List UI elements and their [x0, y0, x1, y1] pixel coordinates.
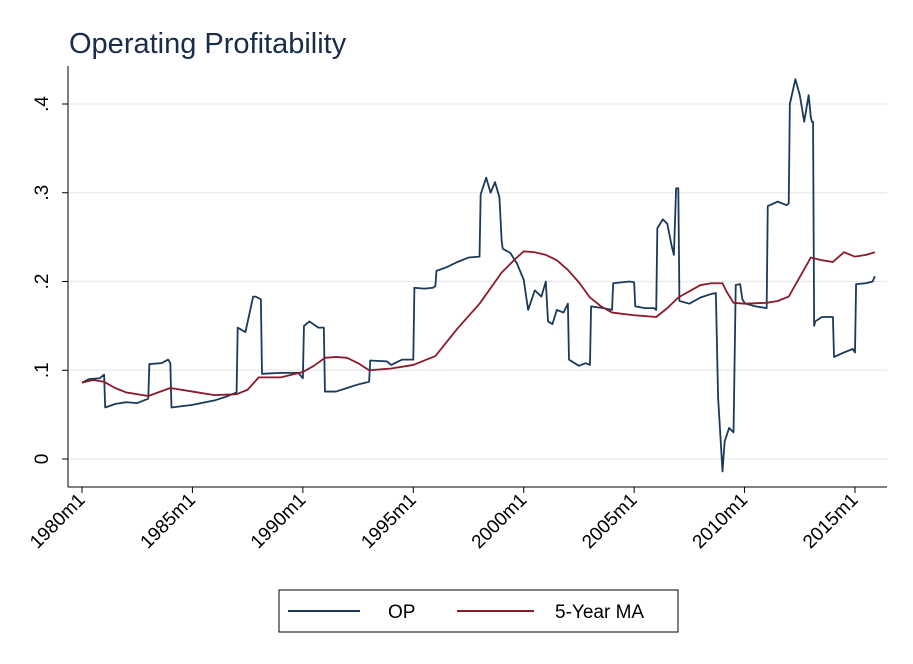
x-tick-label: 2015m1 — [799, 490, 862, 553]
chart-title: Operating Profitability — [69, 28, 347, 60]
x-tick-label: 1985m1 — [137, 490, 200, 553]
x-tick-label: 2005m1 — [578, 490, 641, 553]
y-tick-label: .2 — [32, 274, 53, 290]
y-tick-label: 0 — [32, 454, 53, 465]
legend: OP 5-Year MA — [278, 589, 679, 633]
x-tick-label: 1980m1 — [26, 490, 89, 553]
y-tick-label: .1 — [32, 362, 53, 378]
gridlines — [69, 103, 887, 460]
series-line-op — [81, 78, 876, 473]
x-tick-label: 1990m1 — [247, 490, 310, 553]
axes: 0 .1 .2 .3 .4 1980m1 1985m1 1990m1 1995m1 2000m1 2… — [26, 66, 887, 553]
series-layer — [81, 78, 876, 473]
x-tick-label: 2000m1 — [468, 490, 531, 553]
legend-label-ma: 5-Year MA — [555, 602, 644, 623]
series-line-ma — [81, 250, 876, 397]
legend-label-op: OP — [388, 602, 415, 623]
x-tick-label: 1995m1 — [357, 490, 420, 553]
y-tick-label: .3 — [32, 185, 53, 201]
y-tick-label: .4 — [32, 96, 53, 112]
x-tick-label: 2010m1 — [689, 490, 752, 553]
